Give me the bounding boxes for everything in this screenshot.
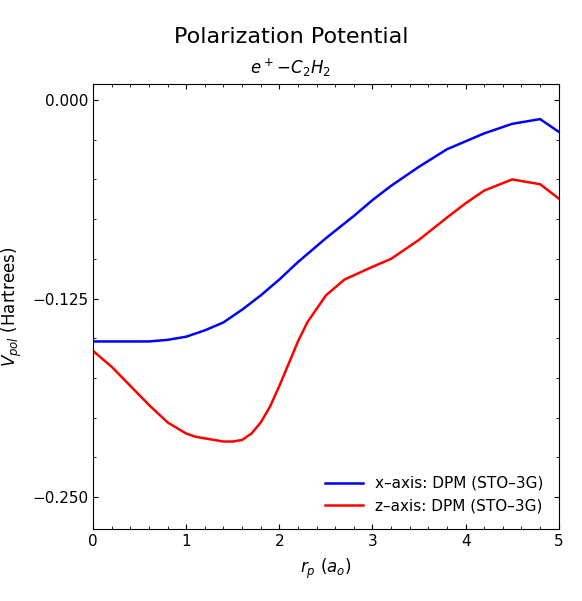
- z–axis: DPM (STO–3G): (1.8, -0.203): DPM (STO–3G): (1.8, -0.203): [257, 419, 264, 426]
- x–axis: DPM (STO–3G): (0.2, -0.152): DPM (STO–3G): (0.2, -0.152): [108, 338, 115, 345]
- z–axis: DPM (STO–3G): (3.2, -0.1): DPM (STO–3G): (3.2, -0.1): [388, 255, 395, 263]
- x–axis: DPM (STO–3G): (2.8, -0.073): DPM (STO–3G): (2.8, -0.073): [350, 212, 357, 219]
- Line: z–axis: DPM (STO–3G): z–axis: DPM (STO–3G): [93, 180, 559, 442]
- x–axis: DPM (STO–3G): (0.6, -0.152): DPM (STO–3G): (0.6, -0.152): [146, 338, 152, 345]
- x–axis: DPM (STO–3G): (4.2, -0.021): DPM (STO–3G): (4.2, -0.021): [481, 130, 488, 137]
- z–axis: DPM (STO–3G): (1.9, -0.193): DPM (STO–3G): (1.9, -0.193): [267, 403, 274, 410]
- Y-axis label: $V_{pol}$ (Hartrees): $V_{pol}$ (Hartrees): [0, 246, 24, 367]
- x–axis: DPM (STO–3G): (4, -0.026): DPM (STO–3G): (4, -0.026): [462, 138, 469, 145]
- x–axis: DPM (STO–3G): (2.2, -0.102): DPM (STO–3G): (2.2, -0.102): [294, 258, 301, 266]
- z–axis: DPM (STO–3G): (5, -0.062): DPM (STO–3G): (5, -0.062): [555, 195, 562, 202]
- z–axis: DPM (STO–3G): (2.1, -0.166): DPM (STO–3G): (2.1, -0.166): [285, 360, 292, 367]
- z–axis: DPM (STO–3G): (1.2, -0.213): DPM (STO–3G): (1.2, -0.213): [201, 435, 208, 442]
- z–axis: DPM (STO–3G): (2, -0.18): DPM (STO–3G): (2, -0.18): [276, 382, 283, 389]
- z–axis: DPM (STO–3G): (4, -0.065): DPM (STO–3G): (4, -0.065): [462, 200, 469, 207]
- Text: $e^+\!-\!C_2H_2$: $e^+\!-\!C_2H_2$: [250, 57, 332, 79]
- z–axis: DPM (STO–3G): (2.5, -0.123): DPM (STO–3G): (2.5, -0.123): [322, 291, 329, 299]
- z–axis: DPM (STO–3G): (2.7, -0.113): DPM (STO–3G): (2.7, -0.113): [341, 276, 348, 283]
- x–axis: DPM (STO–3G): (1.2, -0.145): DPM (STO–3G): (1.2, -0.145): [201, 327, 208, 334]
- z–axis: DPM (STO–3G): (3, -0.105): DPM (STO–3G): (3, -0.105): [369, 263, 376, 270]
- z–axis: DPM (STO–3G): (1.1, -0.212): DPM (STO–3G): (1.1, -0.212): [192, 433, 199, 441]
- z–axis: DPM (STO–3G): (0.6, -0.192): DPM (STO–3G): (0.6, -0.192): [146, 401, 152, 409]
- x–axis: DPM (STO–3G): (0, -0.152): DPM (STO–3G): (0, -0.152): [90, 338, 97, 345]
- X-axis label: $r_p$ $(a_o)$: $r_p$ $(a_o)$: [300, 557, 352, 581]
- z–axis: DPM (STO–3G): (1.5, -0.215): DPM (STO–3G): (1.5, -0.215): [229, 438, 236, 445]
- z–axis: DPM (STO–3G): (1, -0.21): DPM (STO–3G): (1, -0.21): [183, 430, 190, 437]
- x–axis: DPM (STO–3G): (2, -0.113): DPM (STO–3G): (2, -0.113): [276, 276, 283, 283]
- z–axis: DPM (STO–3G): (4.8, -0.053): DPM (STO–3G): (4.8, -0.053): [537, 180, 544, 188]
- z–axis: DPM (STO–3G): (1.7, -0.21): DPM (STO–3G): (1.7, -0.21): [248, 430, 255, 437]
- Legend: x–axis: DPM (STO–3G), z–axis: DPM (STO–3G): x–axis: DPM (STO–3G), z–axis: DPM (STO–3…: [317, 468, 551, 521]
- Text: Polarization Potential: Polarization Potential: [174, 27, 408, 47]
- z–axis: DPM (STO–3G): (2.3, -0.14): DPM (STO–3G): (2.3, -0.14): [304, 319, 311, 326]
- x–axis: DPM (STO–3G): (2.5, -0.087): DPM (STO–3G): (2.5, -0.087): [322, 234, 329, 242]
- x–axis: DPM (STO–3G): (5, -0.02): DPM (STO–3G): (5, -0.02): [555, 128, 562, 135]
- z–axis: DPM (STO–3G): (3.8, -0.074): DPM (STO–3G): (3.8, -0.074): [443, 214, 450, 221]
- x–axis: DPM (STO–3G): (3, -0.063): DPM (STO–3G): (3, -0.063): [369, 197, 376, 204]
- z–axis: DPM (STO–3G): (0.4, -0.18): DPM (STO–3G): (0.4, -0.18): [127, 382, 134, 389]
- z–axis: DPM (STO–3G): (4.2, -0.057): DPM (STO–3G): (4.2, -0.057): [481, 187, 488, 194]
- x–axis: DPM (STO–3G): (1.8, -0.123): DPM (STO–3G): (1.8, -0.123): [257, 291, 264, 299]
- z–axis: DPM (STO–3G): (0, -0.158): DPM (STO–3G): (0, -0.158): [90, 347, 97, 355]
- x–axis: DPM (STO–3G): (3.8, -0.031): DPM (STO–3G): (3.8, -0.031): [443, 145, 450, 153]
- z–axis: DPM (STO–3G): (4.5, -0.05): DPM (STO–3G): (4.5, -0.05): [509, 176, 516, 183]
- x–axis: DPM (STO–3G): (1, -0.149): DPM (STO–3G): (1, -0.149): [183, 333, 190, 340]
- z–axis: DPM (STO–3G): (1.4, -0.215): DPM (STO–3G): (1.4, -0.215): [220, 438, 227, 445]
- x–axis: DPM (STO–3G): (4.8, -0.012): DPM (STO–3G): (4.8, -0.012): [537, 115, 544, 123]
- z–axis: DPM (STO–3G): (1.3, -0.214): DPM (STO–3G): (1.3, -0.214): [211, 436, 218, 444]
- Line: x–axis: DPM (STO–3G): x–axis: DPM (STO–3G): [93, 119, 559, 341]
- z–axis: DPM (STO–3G): (3.5, -0.088): DPM (STO–3G): (3.5, -0.088): [416, 236, 423, 243]
- z–axis: DPM (STO–3G): (2.2, -0.152): DPM (STO–3G): (2.2, -0.152): [294, 338, 301, 345]
- x–axis: DPM (STO–3G): (1.6, -0.132): DPM (STO–3G): (1.6, -0.132): [239, 306, 246, 313]
- z–axis: DPM (STO–3G): (0.2, -0.168): DPM (STO–3G): (0.2, -0.168): [108, 363, 115, 370]
- x–axis: DPM (STO–3G): (3.5, -0.042): DPM (STO–3G): (3.5, -0.042): [416, 163, 423, 170]
- x–axis: DPM (STO–3G): (4.5, -0.015): DPM (STO–3G): (4.5, -0.015): [509, 120, 516, 127]
- x–axis: DPM (STO–3G): (3.2, -0.054): DPM (STO–3G): (3.2, -0.054): [388, 182, 395, 189]
- x–axis: DPM (STO–3G): (1.4, -0.14): DPM (STO–3G): (1.4, -0.14): [220, 319, 227, 326]
- x–axis: DPM (STO–3G): (0.4, -0.152): DPM (STO–3G): (0.4, -0.152): [127, 338, 134, 345]
- z–axis: DPM (STO–3G): (1.6, -0.214): DPM (STO–3G): (1.6, -0.214): [239, 436, 246, 444]
- x–axis: DPM (STO–3G): (0.8, -0.151): DPM (STO–3G): (0.8, -0.151): [164, 337, 171, 344]
- z–axis: DPM (STO–3G): (0.8, -0.203): DPM (STO–3G): (0.8, -0.203): [164, 419, 171, 426]
